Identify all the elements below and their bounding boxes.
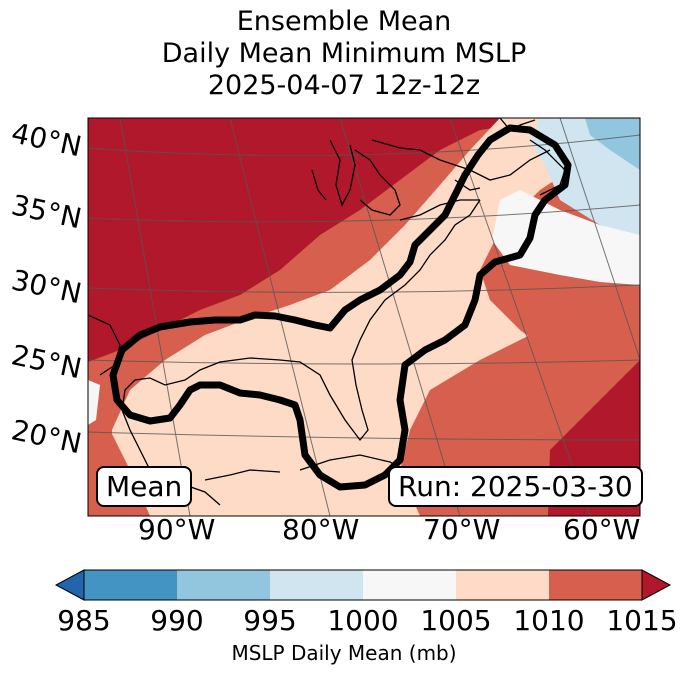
colorbar-segment-1005-1010 <box>456 570 550 600</box>
title-line-2: Daily Mean Minimum MSLP <box>161 38 527 69</box>
colorbar-frame <box>83 569 643 601</box>
lon-label-80w: 80°W <box>282 513 360 546</box>
colorbar-segment-995-1000 <box>270 570 364 600</box>
map-frame <box>87 117 641 517</box>
mean-label-box: Mean <box>96 466 193 507</box>
run-date-box: Run: 2025-03-30 <box>388 466 643 507</box>
field-white-spot <box>88 380 100 425</box>
lon-label-70w: 70°W <box>423 513 501 546</box>
coastlines <box>88 118 566 506</box>
colorbar-tick-995: 995 <box>243 604 297 637</box>
colorbar-tick-985: 985 <box>57 604 111 637</box>
contour-1005 <box>109 124 572 491</box>
colorbar-tick-1005: 1005 <box>420 604 492 637</box>
lon-label-90w: 90°W <box>138 513 216 546</box>
colorbar-over-arrow <box>641 569 672 601</box>
field-high-north <box>88 118 560 362</box>
colorbar-tick-990: 990 <box>150 604 204 637</box>
colorbar-tick-1000: 1000 <box>327 604 399 637</box>
title-line-1: Ensemble Mean <box>236 6 452 37</box>
colorbar-segment-990-995 <box>177 570 271 600</box>
colorbar-segment-1000-1005 <box>363 570 457 600</box>
colorbar-segment-985-990 <box>84 570 178 600</box>
colorbar-tick-1015: 1015 <box>606 604 678 637</box>
field-985-990 <box>585 118 640 170</box>
colorbar-tick-1010: 1010 <box>513 604 585 637</box>
lon-label-60w: 60°W <box>563 513 641 546</box>
colorbar-label: MSLP Daily Mean (mb) <box>231 641 457 665</box>
colorbar-under-arrow <box>54 569 85 601</box>
gridlines <box>88 118 640 516</box>
title-line-3: 2025-04-07 12z-12z <box>207 70 481 101</box>
colorbar-segment-1010-1015 <box>549 570 643 600</box>
